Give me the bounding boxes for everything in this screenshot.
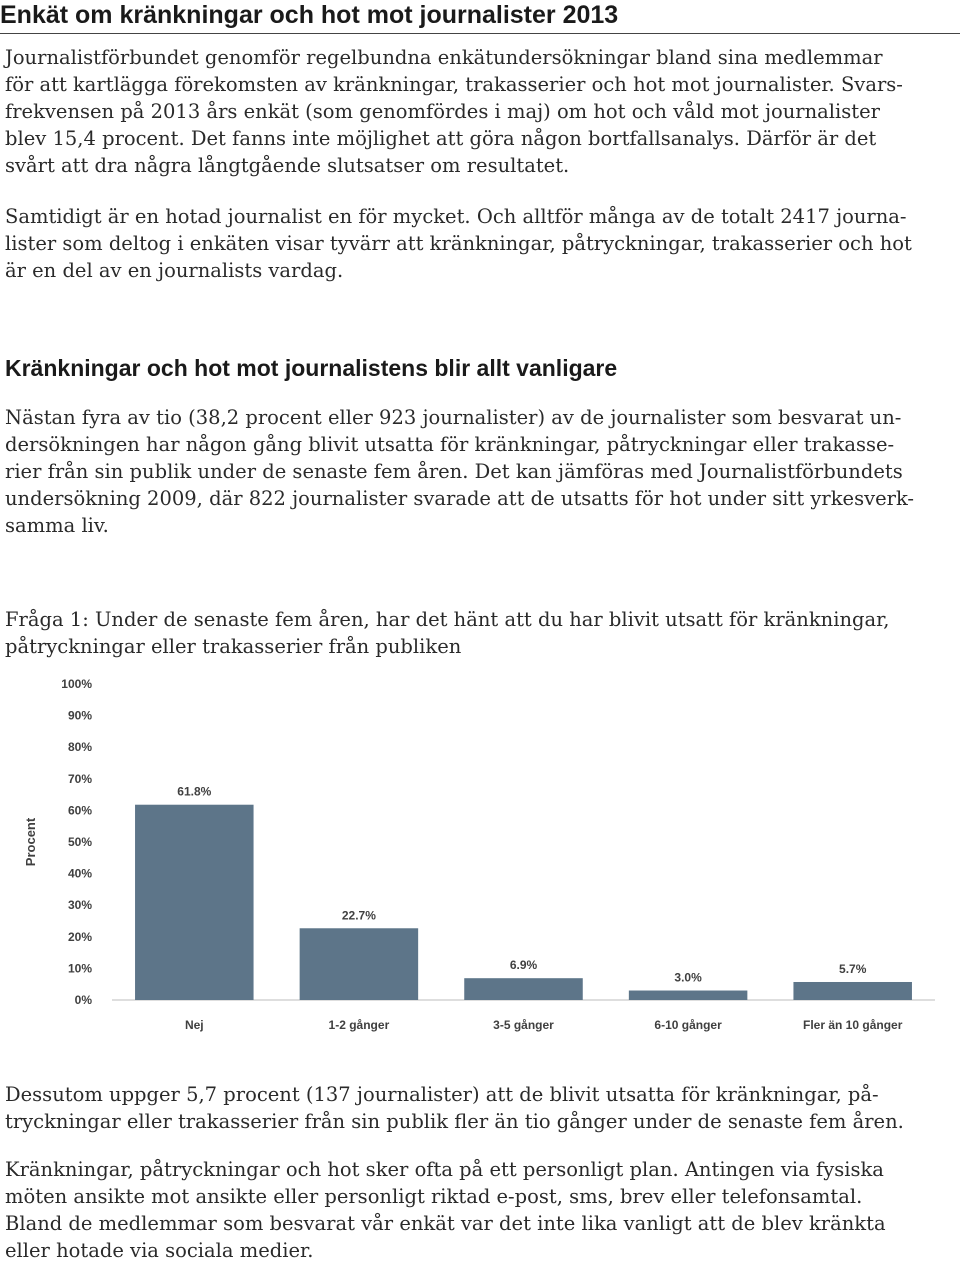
bar (299, 928, 419, 1000)
section-paragraph: Nästan fyra av tio (38,2 procent eller 9… (5, 404, 914, 539)
paragraph-line: Bland de medlemmar som besvarat vår enkä… (5, 1212, 886, 1235)
paragraph-line: tryckningar eller trakasserier från sin … (5, 1110, 904, 1133)
bar-chart-svg: 0% 10% 20% 30% 40% 50% 60% 70% 80% 90% 100% Procent… (23, 677, 935, 1032)
x-tick-label: 6-10 gånger (654, 1018, 722, 1032)
y-tick-label: 60% (68, 803, 92, 817)
y-tick-label: 90% (68, 709, 92, 723)
x-tick-label: 1-2 gånger (329, 1018, 390, 1032)
bar (628, 990, 748, 1000)
bar-value-label: 61.8% (177, 785, 211, 799)
caption-line: påtryckningar eller trakasserier från pu… (5, 635, 462, 658)
y-axis-title: Procent (23, 817, 38, 866)
paragraph-line: möten ansikte mot ansikte eller personli… (5, 1185, 863, 1208)
paragraph-line: rier från sin publik under de senaste fe… (5, 460, 903, 483)
y-tick-label: 0% (75, 993, 93, 1007)
y-tick-label: 40% (68, 867, 92, 881)
page-title: Enkät om kränkningar och hot mot journal… (0, 1, 619, 29)
y-tick-label: 70% (68, 772, 92, 786)
y-tick-label: 80% (68, 740, 92, 754)
y-tick-label: 100% (61, 677, 92, 691)
intro-paragraph: Journalistförbundet genomför regelbundna… (5, 44, 903, 179)
final-paragraph: Kränkningar, påtryckningar och hot sker … (5, 1156, 886, 1264)
paragraph-line: undersökning 2009, där 822 journalister … (5, 487, 915, 510)
y-tick-label: 20% (68, 930, 92, 944)
paragraph-line: Journalistförbundet genomför regelbundna… (5, 46, 883, 69)
y-tick-label: 10% (68, 961, 92, 975)
second-paragraph: Samtidigt är en hotad journalist en för … (5, 203, 912, 284)
y-tick-label: 50% (68, 835, 92, 849)
bar (464, 978, 583, 1000)
after-chart-paragraph: Dessutom uppger 5,7 procent (137 journal… (5, 1081, 904, 1135)
paragraph-line: blev 15,4 procent. Det fanns inte möjlig… (5, 127, 877, 150)
bar-value-label: 6.9% (510, 958, 538, 972)
section-heading: Kränkningar och hot mot journalistens bl… (5, 355, 618, 381)
paragraph-line: frekvensen på 2013 års enkät (som genomf… (5, 100, 880, 123)
y-tick-label: 30% (68, 898, 92, 912)
paragraph-line: lister som deltog i enkäten visar tyvärr… (5, 232, 912, 255)
title-rule (0, 33, 960, 34)
paragraph-line: eller hotade via sociala medier. (5, 1239, 314, 1262)
paragraph-line: Dessutom uppger 5,7 procent (137 journal… (5, 1083, 879, 1106)
bar-value-label: 3.0% (674, 971, 702, 985)
paragraph-line: Samtidigt är en hotad journalist en för … (5, 205, 907, 228)
caption-line: Fråga 1: Under de senaste fem åren, har … (5, 608, 890, 631)
paragraph-line: för att kartlägga förekomsten av kränkni… (5, 73, 903, 96)
bar-value-label: 5.7% (839, 962, 867, 976)
paragraph-line: samma liv. (5, 514, 109, 537)
paragraph-line: Nästan fyra av tio (38,2 procent eller 9… (5, 406, 902, 429)
paragraph-line: svårt att dra några långtgående slutsats… (5, 154, 570, 177)
bar (135, 804, 254, 1000)
bar (793, 981, 912, 1000)
paragraph-line: Kränkningar, påtryckningar och hot sker … (5, 1158, 884, 1181)
x-tick-label: 3-5 gånger (493, 1018, 554, 1032)
bar-chart: 0% 10% 20% 30% 40% 50% 60% 70% 80% 90% 100% Procent… (0, 668, 960, 1040)
paragraph-line: dersökningen har någon gång blivit utsat… (5, 433, 895, 456)
bar-value-label: 22.7% (342, 908, 376, 922)
paragraph-line: är en del av en journalists vardag. (5, 259, 344, 282)
question-caption: Fråga 1: Under de senaste fem åren, har … (5, 606, 890, 660)
x-tick-label: Nej (185, 1018, 204, 1032)
x-tick-label: Fler än 10 gånger (803, 1018, 903, 1032)
